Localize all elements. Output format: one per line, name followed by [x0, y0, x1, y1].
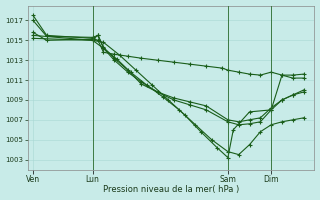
X-axis label: Pression niveau de la mer( hPa ): Pression niveau de la mer( hPa )	[103, 185, 239, 194]
